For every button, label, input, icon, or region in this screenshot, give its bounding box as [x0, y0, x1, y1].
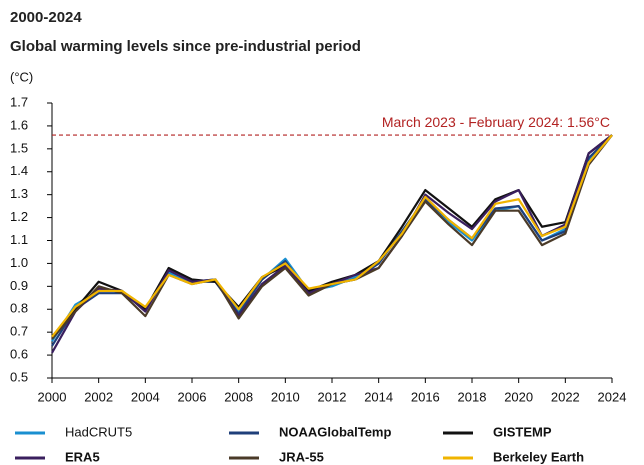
y-tick-label: 1.7 [10, 94, 28, 109]
y-tick-label: 0.8 [10, 301, 28, 316]
y-tick-label: 1.2 [10, 209, 28, 224]
y-tick-label: 1.3 [10, 186, 28, 201]
series-line [51, 134, 613, 354]
x-tick-label: 2012 [318, 389, 347, 404]
x-tick-label: 2024 [598, 389, 627, 404]
series-line [51, 134, 613, 340]
chart-title: 2000-2024 [10, 9, 82, 26]
x-tick-label: 2014 [364, 389, 393, 404]
y-tick-label: 0.7 [10, 324, 28, 339]
x-tick-label: 2002 [84, 389, 113, 404]
y-tick-label: 0.5 [10, 369, 28, 384]
y-tick-label: 1.0 [10, 255, 28, 270]
legend-label: NOAAGlobalTemp [279, 424, 391, 439]
y-tick-label: 0.9 [10, 278, 28, 293]
reference-label: March 2023 - February 2024: 1.56°C [382, 114, 610, 130]
y-tick-label: 1.4 [10, 163, 28, 178]
x-tick-label: 2010 [271, 389, 300, 404]
x-tick-label: 2004 [131, 389, 160, 404]
y-tick-label: 1.5 [10, 140, 28, 155]
x-tick-label: 2008 [224, 389, 253, 404]
x-tick-label: 2006 [178, 389, 207, 404]
x-tick-label: 2020 [504, 389, 533, 404]
legend-label: ERA5 [65, 449, 100, 464]
y-tick-label: 1.1 [10, 232, 28, 247]
x-tick-label: 2016 [411, 389, 440, 404]
series-line [51, 134, 613, 338]
legend-label: GISTEMP [493, 424, 552, 439]
chart-subtitle: Global warming levels since pre-industri… [10, 38, 361, 55]
y-axis-label: (°C) [10, 69, 33, 84]
y-tick-label: 0.6 [10, 347, 28, 362]
y-tick-label: 1.6 [10, 117, 28, 132]
x-tick-label: 2000 [38, 389, 67, 404]
series-line [51, 134, 613, 347]
legend-label: JRA-55 [279, 449, 324, 464]
x-tick-label: 2022 [551, 389, 580, 404]
legend-label: HadCRUT5 [65, 424, 132, 439]
x-tick-label: 2018 [458, 389, 487, 404]
series-line [51, 134, 613, 342]
legend-label: Berkeley Earth [493, 449, 584, 464]
